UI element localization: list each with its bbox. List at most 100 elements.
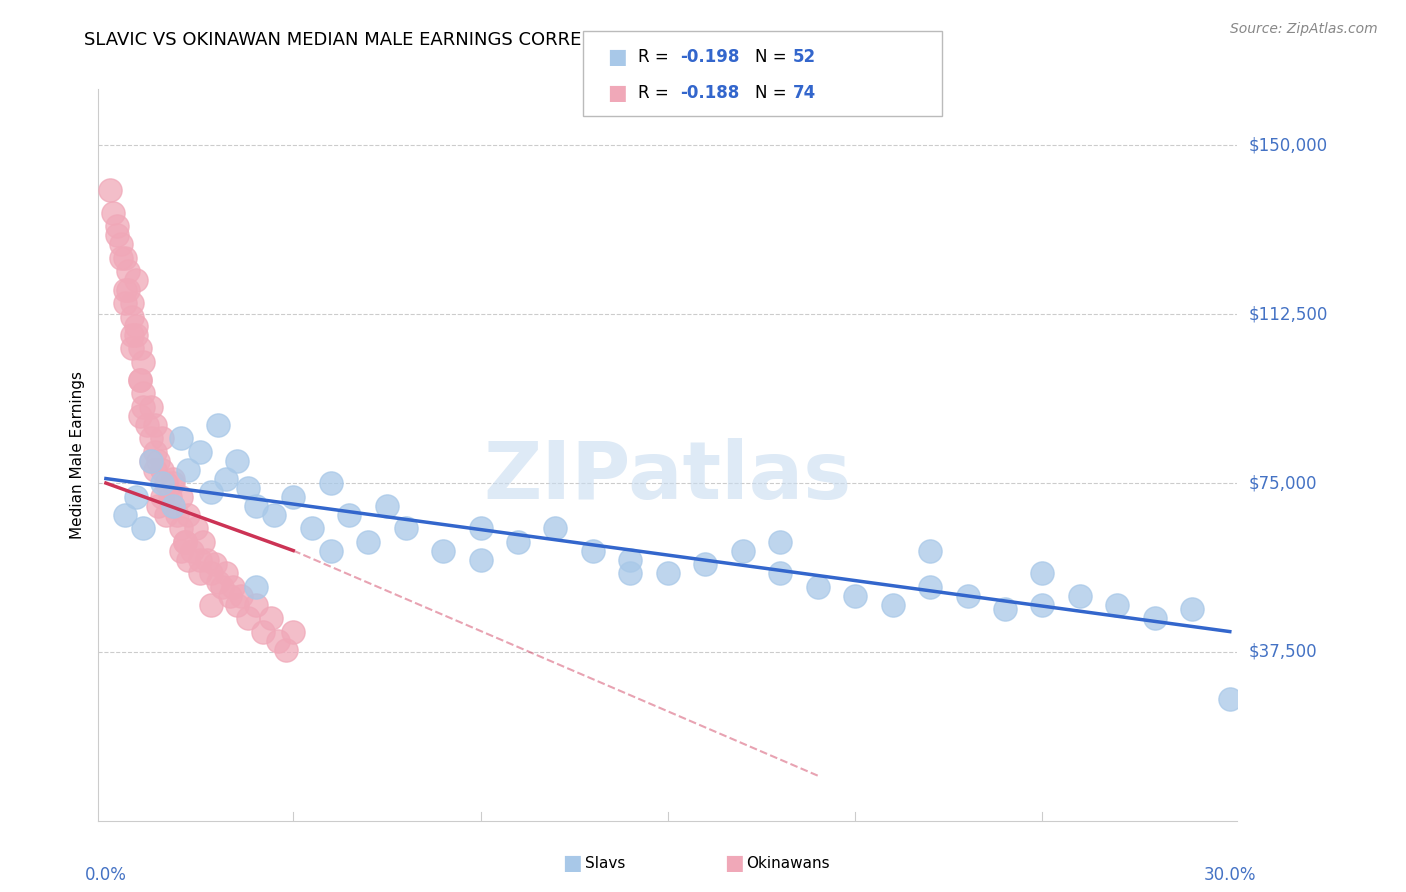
Point [114,251,136,265]
Point [170,490,193,504]
Point [148,453,170,467]
Point [128,372,150,386]
Point [155,476,177,491]
Y-axis label: Median Male Earnings: Median Male Earnings [70,371,86,539]
Point [193,534,215,549]
Text: 74: 74 [793,84,817,102]
Text: R =: R = [638,48,675,66]
Point [283,624,305,639]
Point [1143,611,1166,625]
Point [159,490,181,504]
Point [181,543,204,558]
Text: Slavs: Slavs [585,856,626,871]
Point [125,327,148,342]
Point [994,602,1017,616]
Text: ■: ■ [562,854,582,873]
Point [162,499,184,513]
Point [143,444,166,458]
Point [844,589,866,603]
Point [125,318,148,333]
Text: Okinawans: Okinawans [747,856,830,871]
Text: 0.0%: 0.0% [84,865,127,884]
Point [882,598,904,612]
Point [695,557,717,571]
Point [245,598,267,612]
Point [114,283,136,297]
Point [619,552,641,566]
Point [162,471,184,485]
Point [375,499,398,513]
Point [139,453,162,467]
Point [319,476,342,491]
Point [1069,589,1091,603]
Point [544,521,567,535]
Point [128,341,150,355]
Point [121,310,143,324]
Text: N =: N = [755,48,792,66]
Point [506,534,529,549]
Point [207,417,229,432]
Point [143,462,166,476]
Point [132,521,155,535]
Point [114,296,136,310]
Text: $37,500: $37,500 [1249,643,1317,661]
Point [188,552,211,566]
Point [162,476,184,491]
Point [132,354,155,368]
Text: 30.0%: 30.0% [1204,865,1256,884]
Point [162,499,184,513]
Point [211,580,233,594]
Point [170,521,193,535]
Point [226,598,249,612]
Text: 52: 52 [793,48,815,66]
Point [619,566,641,580]
Point [132,386,155,401]
Point [339,508,361,522]
Point [245,580,267,594]
Point [188,566,211,580]
Point [1031,566,1053,580]
Point [245,499,267,513]
Point [114,508,136,522]
Point [105,228,128,243]
Point [136,417,159,432]
Point [920,543,942,558]
Text: ■: ■ [724,854,744,873]
Point [184,521,207,535]
Point [143,417,166,432]
Point [170,431,193,445]
Text: Source: ZipAtlas.com: Source: ZipAtlas.com [1230,22,1378,37]
Point [139,431,162,445]
Text: ■: ■ [607,83,627,103]
Point [150,431,173,445]
Point [177,462,200,476]
Point [769,566,792,580]
Point [229,589,252,603]
Point [956,589,979,603]
Point [148,499,170,513]
Text: SLAVIC VS OKINAWAN MEDIAN MALE EARNINGS CORRELATION CHART: SLAVIC VS OKINAWAN MEDIAN MALE EARNINGS … [84,31,714,49]
Point [263,508,285,522]
Point [117,264,139,278]
Point [204,557,226,571]
Point [769,534,792,549]
Point [432,543,454,558]
Point [1181,602,1204,616]
Point [582,543,605,558]
Text: $150,000: $150,000 [1249,136,1327,154]
Point [238,481,260,495]
Point [173,534,195,549]
Point [260,611,283,625]
Point [215,471,238,485]
Point [215,566,238,580]
Point [128,409,150,423]
Point [103,206,125,220]
Point [155,508,177,522]
Point [200,598,222,612]
Point [166,508,188,522]
Point [200,566,222,580]
Point [125,273,148,287]
Point [200,485,222,500]
Point [357,534,380,549]
Point [150,490,173,504]
